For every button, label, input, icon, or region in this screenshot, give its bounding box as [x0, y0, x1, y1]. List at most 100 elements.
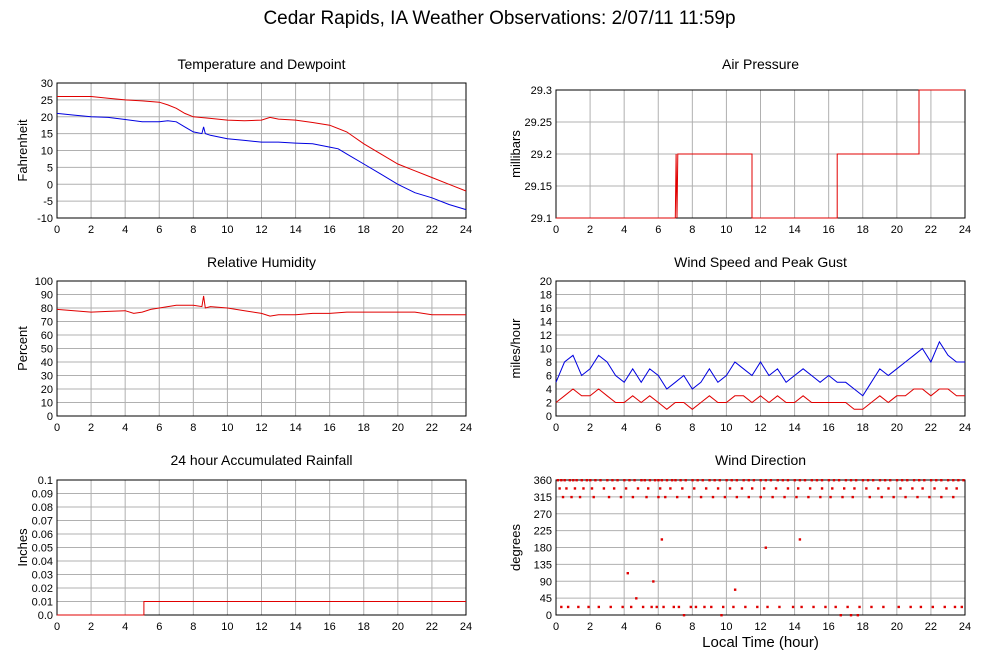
y-tick-label: 360 — [534, 475, 552, 487]
x-tick-label: 8 — [689, 422, 695, 434]
data-point — [764, 479, 768, 482]
data-point — [953, 605, 957, 609]
x-tick-label: 20 — [392, 621, 404, 633]
data-point — [756, 605, 759, 609]
y-tick-label: 50 — [41, 344, 53, 356]
y-tick-label: 100 — [35, 276, 53, 288]
data-point — [945, 487, 948, 490]
x-tick-label: 24 — [460, 621, 472, 633]
y-tick-label: 0.07 — [32, 516, 53, 528]
data-point — [723, 495, 727, 499]
x-tick-label: 4 — [621, 224, 627, 236]
data-point — [693, 487, 696, 490]
data-point — [570, 495, 573, 499]
y-tick-label: -10 — [37, 213, 53, 225]
y-tick-label: 29.15 — [524, 181, 552, 193]
data-point — [921, 487, 924, 490]
data-point — [793, 479, 796, 482]
data-point — [829, 495, 832, 499]
data-point — [895, 479, 899, 482]
data-point — [798, 479, 802, 482]
y-tick-label: 0.02 — [32, 583, 53, 595]
y-tick-label: 70 — [41, 317, 53, 329]
x-tick-label: 2 — [88, 422, 94, 434]
x-tick-label: 12 — [754, 422, 766, 434]
series-line-0 — [57, 96, 467, 192]
data-point — [657, 495, 660, 499]
x-tick-label: 2 — [587, 621, 593, 633]
data-point — [866, 479, 870, 482]
x-tick-label: 0 — [54, 621, 60, 633]
data-point — [703, 605, 706, 609]
data-point — [718, 479, 721, 482]
data-point — [616, 479, 619, 482]
data-point — [725, 479, 728, 482]
data-point — [704, 487, 708, 490]
data-point — [766, 605, 769, 609]
data-point — [560, 479, 563, 482]
data-point — [660, 479, 664, 482]
data-point — [602, 487, 606, 490]
y-tick-label: 20 — [540, 276, 552, 288]
data-point — [677, 605, 681, 609]
data-point — [560, 605, 563, 609]
data-point — [952, 495, 955, 499]
data-point — [943, 605, 946, 609]
data-point — [897, 605, 900, 609]
y-tick-label: 0 — [47, 411, 53, 423]
data-point — [594, 479, 597, 482]
y-axis-label: degrees — [508, 524, 523, 571]
x-tick-label: 0 — [54, 224, 60, 236]
x-tick-label: 14 — [289, 621, 301, 633]
data-point — [735, 479, 739, 482]
data-point — [844, 479, 848, 482]
data-point — [747, 479, 750, 482]
x-tick-label: 0 — [553, 224, 559, 236]
data-point — [635, 597, 638, 600]
data-point — [868, 495, 871, 499]
data-point — [774, 487, 778, 490]
y-tick-label: 20 — [41, 112, 53, 124]
data-point — [747, 495, 750, 499]
data-point — [769, 479, 773, 482]
x-tick-label: 8 — [190, 621, 196, 633]
data-point — [810, 479, 814, 482]
data-point — [681, 487, 684, 490]
data-point — [815, 479, 819, 482]
y-tick-label: 6 — [546, 371, 552, 383]
y-tick-label: 29.25 — [524, 117, 552, 129]
data-point — [669, 487, 672, 490]
series-line-0 — [57, 601, 466, 616]
data-point — [662, 605, 665, 609]
data-point — [865, 487, 868, 490]
x-tick-label: 22 — [426, 422, 438, 434]
y-tick-label: 10 — [41, 398, 53, 410]
data-point — [955, 487, 958, 490]
data-point — [807, 495, 810, 499]
x-tick-label: 18 — [358, 224, 370, 236]
x-tick-label: 12 — [255, 422, 267, 434]
data-point — [587, 605, 590, 609]
plot-frame — [56, 82, 467, 219]
y-tick-label: 10 — [41, 146, 53, 158]
data-point — [796, 487, 800, 490]
data-point — [803, 479, 807, 482]
data-point — [776, 479, 779, 482]
data-point — [911, 487, 914, 490]
data-point — [566, 605, 570, 609]
data-point — [917, 479, 921, 482]
x-tick-label: 10 — [720, 224, 732, 236]
data-point — [919, 605, 923, 609]
data-point — [645, 495, 648, 499]
data-point — [750, 487, 754, 490]
data-point — [923, 479, 926, 482]
data-point — [820, 479, 824, 482]
x-tick-label: 8 — [190, 224, 196, 236]
data-point — [636, 487, 640, 490]
y-tick-label: 0.06 — [32, 529, 53, 541]
data-point — [641, 605, 645, 609]
data-point — [568, 479, 572, 482]
data-point — [629, 605, 633, 609]
